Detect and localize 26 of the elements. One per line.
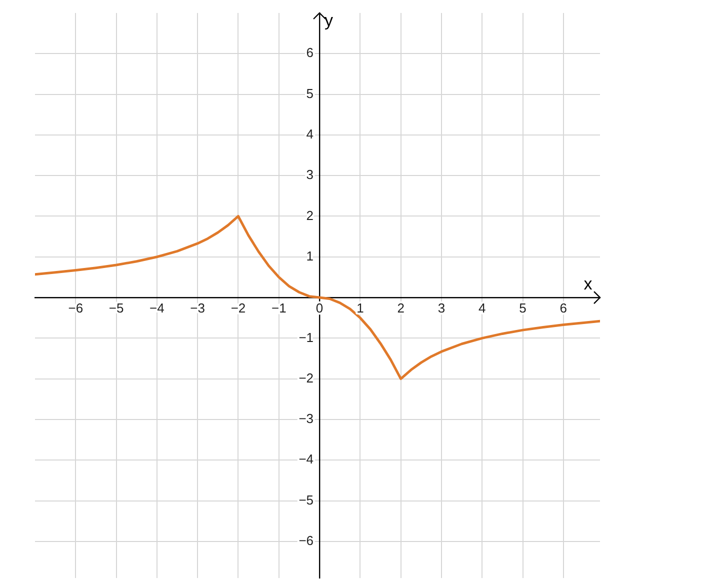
y-tick-label: 3 — [306, 167, 314, 182]
x-tick-label: 3 — [438, 300, 446, 316]
y-tick-label: −5 — [298, 492, 314, 508]
y-tick-label: 5 — [306, 86, 314, 101]
y-tick-label: 6 — [306, 45, 314, 60]
y-tick-label: −3 — [298, 411, 314, 426]
y-tick-label: −6 — [298, 532, 314, 548]
x-tick-label: 4 — [478, 300, 486, 316]
x-tick-label: 2 — [397, 300, 404, 316]
y-tick-label: 2 — [306, 208, 314, 223]
x-tick-label: −2 — [230, 300, 246, 316]
x-tick-label: −3 — [190, 300, 206, 316]
x-tick-label: −4 — [150, 300, 164, 316]
y-axis-title: y — [324, 11, 334, 30]
y-tick-label: 1 — [306, 248, 314, 264]
x-tick-label: 1 — [356, 300, 364, 316]
y-tick-label: −4 — [298, 452, 314, 467]
y-tick-label: 4 — [306, 126, 314, 142]
y-tick-label: −2 — [298, 370, 314, 386]
x-tick-label: −1 — [271, 300, 286, 316]
x-tick-label: −6 — [68, 300, 84, 316]
x-axis-title: x — [584, 274, 593, 294]
x-tick-label: 6 — [560, 300, 568, 316]
x-tick-label: 5 — [519, 300, 526, 316]
y-tick-label: −1 — [298, 330, 314, 345]
x-tick-label: −5 — [108, 300, 124, 316]
